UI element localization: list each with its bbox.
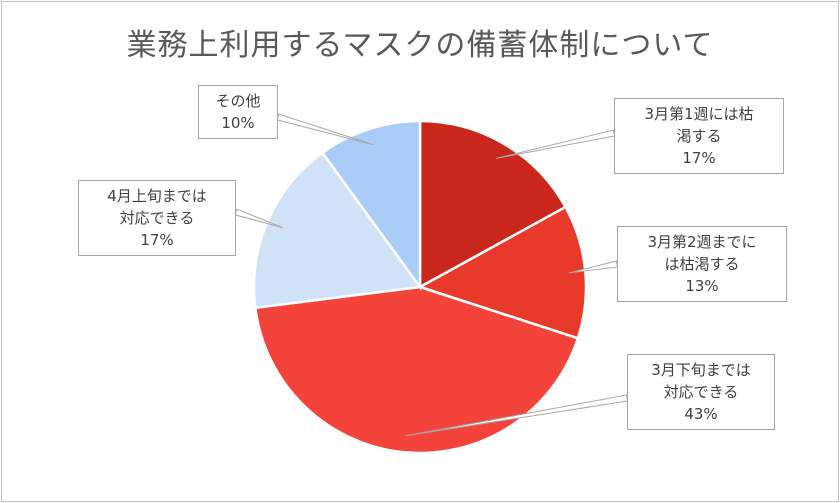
data-label-other-line1: その他 [215,92,261,110]
data-label-early-april-line1: 4月上旬までは [107,187,207,205]
data-label-week1-line1: 3月第1週には枯 [644,105,754,123]
pie-slice-other [320,119,422,291]
data-label-week1-line2: 渇する [676,127,722,145]
data-label-week2: 3月第2週までに は枯渇する 13% [617,226,787,302]
data-label-late-march-line1: 3月下旬までは [651,361,751,379]
data-label-week2-value: 13% [685,277,719,295]
data-label-other: その他 10% [198,85,278,139]
data-label-late-march-line2: 対応できる [663,383,739,401]
data-label-week2-line2: は枯渇する [664,255,740,273]
data-label-late-march: 3月下旬までは 対応できる 43% [627,354,775,430]
data-label-week1-value: 17% [682,149,716,167]
pie-slice-week1 [418,119,568,290]
leader-line-early-april [234,208,284,229]
leader-line-week1 [495,129,616,159]
data-label-early-april: 4月上旬までは 対応できる 17% [78,180,236,256]
leader-line-other [276,113,374,146]
pie-slice-late-march [253,285,580,455]
data-label-week2-line1: 3月第2週までに [647,233,757,251]
chart-title: 業務上利用するマスクの備蓄体制について [126,28,714,63]
data-label-early-april-value: 17% [140,231,174,249]
data-label-other-value: 10% [221,114,255,132]
data-label-late-march-value: 43% [684,405,718,423]
data-label-week1: 3月第1週には枯 渇する 17% [614,98,784,174]
data-label-early-april-line2: 対応できる [119,209,195,227]
